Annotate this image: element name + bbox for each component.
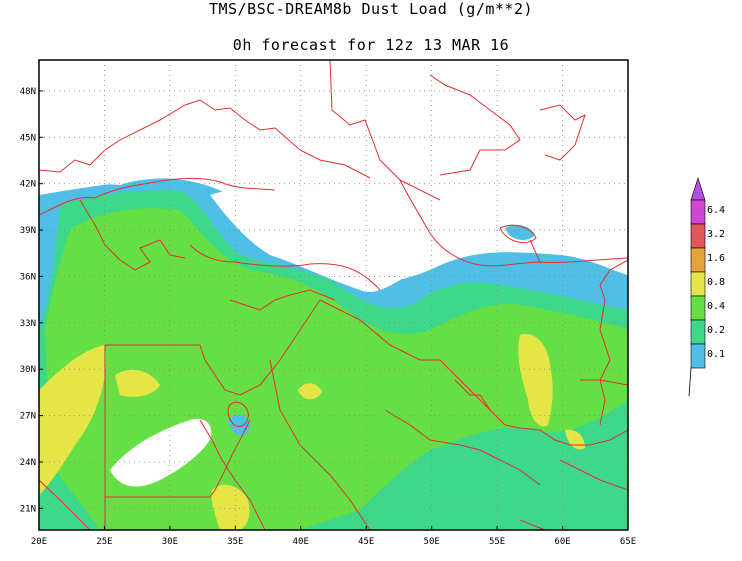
clear-sky-egypt — [110, 418, 212, 487]
colorbar-swatch — [690, 319, 706, 345]
longitude-label: 30E — [162, 537, 178, 547]
colorbar-swatch — [690, 247, 706, 273]
map-frame — [38, 59, 629, 531]
colorbar-label: 0.4 — [707, 301, 725, 312]
longitude-label: 25E — [96, 537, 112, 547]
colorbar-label: 0.1 — [707, 349, 725, 360]
dust-level-0.8-sinai — [211, 484, 250, 530]
longitude-label: 60E — [554, 537, 570, 547]
latitude-label: 27N — [20, 412, 36, 422]
longitude-label: 20E — [31, 537, 47, 547]
map-subtitle: 0h forecast for 12z 13 MAR 16 — [232, 36, 510, 54]
clear-sky-north — [39, 60, 628, 270]
dust-level-0.8-iran-south — [565, 429, 585, 450]
longitude-label: 65E — [620, 537, 636, 547]
latitude-label: 45N — [20, 133, 36, 143]
longitude-label: 35E — [227, 537, 243, 547]
latitude-label: 33N — [20, 319, 36, 329]
latitude-label: 21N — [20, 504, 36, 514]
colorbar: 6.4 3.2 1.6 0.8 0.4 0.2 0.1 — [688, 177, 725, 397]
latitude-label: 39N — [20, 226, 36, 236]
colorbar-label: 0.2 — [707, 325, 725, 336]
colorbar-swatch — [690, 199, 706, 225]
map-title: TMS/BSC-DREAM8b Dust Load (g/m**2) — [208, 0, 534, 18]
latitude-label: 48N — [20, 87, 36, 97]
dust-level-0.8-egypt — [115, 369, 160, 397]
latitude-label: 36N — [20, 272, 36, 282]
dust-level-0.8-arabia — [298, 383, 322, 400]
longitude-label: 55E — [489, 537, 505, 547]
colorbar-above-triangle — [690, 177, 706, 201]
latitude-label: 24N — [20, 458, 36, 468]
latitude-label: 42N — [20, 180, 36, 190]
dust-level-0.8-west — [39, 345, 106, 495]
colorbar-below-tail — [688, 367, 692, 397]
dust-field — [39, 60, 628, 530]
colorbar-label: 3.2 — [707, 229, 725, 240]
colorbar-label: 0.8 — [707, 277, 725, 288]
colorbar-swatch — [690, 295, 706, 321]
longitude-label: 40E — [293, 537, 309, 547]
colorbar-label: 6.4 — [707, 205, 725, 216]
colorbar-swatch — [690, 343, 706, 369]
political-borders — [39, 60, 628, 530]
longitude-labels: 20E 25E 30E 35E 40E 45E 50E 55E 60E 65E — [31, 526, 636, 547]
dust-level-0.8-iran — [518, 334, 553, 427]
latitude-labels: 48N 45N 42N 39N 36N 33N 30N 27N 24N 21N — [20, 87, 43, 514]
longitude-label: 50E — [424, 537, 440, 547]
colorbar-swatch — [690, 223, 706, 249]
longitude-label: 45E — [358, 537, 374, 547]
colorbar-swatch — [690, 271, 706, 297]
latitude-label: 30N — [20, 365, 36, 375]
colorbar-label: 1.6 — [707, 253, 725, 264]
